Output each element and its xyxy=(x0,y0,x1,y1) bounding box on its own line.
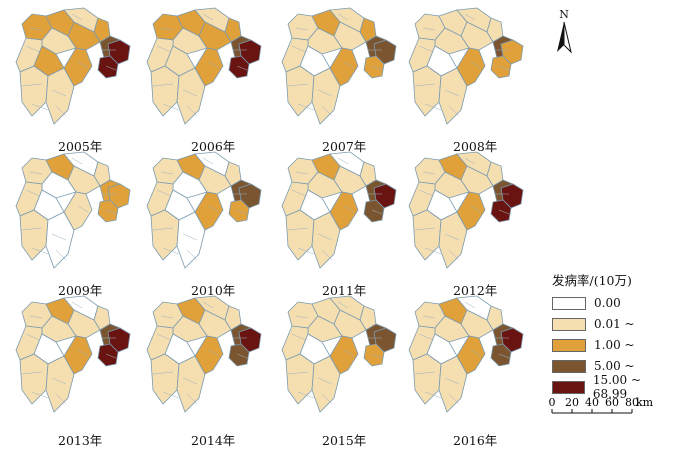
region-south-east xyxy=(63,47,93,87)
legend-label: 5.00 ~ xyxy=(594,359,635,373)
region-south-east xyxy=(329,335,359,375)
year-label: 2006年 xyxy=(191,139,236,154)
scale-tick-label: 60 xyxy=(605,396,619,409)
year-label: 2005年 xyxy=(58,139,103,154)
map-panel-2007年 xyxy=(281,7,397,125)
year-label: 2016年 xyxy=(453,433,498,448)
north-arrow-icon: N xyxy=(557,8,572,54)
scale-tick-label: 20 xyxy=(565,396,579,409)
legend-item: 15.00 ~ 68.99 xyxy=(552,373,676,401)
legend-swatch xyxy=(552,317,586,331)
legend-label: 0.00 xyxy=(594,296,621,310)
legend-item: 1.00 ~ xyxy=(552,336,676,354)
map-panel-2006年 xyxy=(146,7,262,125)
region-south-east xyxy=(329,191,359,231)
legend-swatch xyxy=(552,359,586,373)
region-south-east xyxy=(194,47,224,87)
region-south-east xyxy=(63,335,93,375)
legend-swatch xyxy=(552,380,585,394)
map-panel-2012年 xyxy=(408,151,524,269)
region-south-east xyxy=(194,191,224,231)
legend-label: 15.00 ~ 68.99 xyxy=(592,373,642,401)
legend-label: 1.00 ~ xyxy=(594,338,635,352)
north-label: N xyxy=(559,8,569,21)
year-label: 2009年 xyxy=(58,283,103,298)
scale-tick-label: 0 xyxy=(549,396,556,409)
legend-swatch xyxy=(552,338,586,352)
region-south-east xyxy=(329,47,359,87)
legend-title: 发病率/(10万) xyxy=(552,273,632,288)
region-south-east xyxy=(456,335,486,375)
year-label: 2012年 xyxy=(453,283,498,298)
scale-unit: km xyxy=(636,396,654,409)
year-label: 2007年 xyxy=(322,139,367,154)
year-label: 2015年 xyxy=(322,433,367,448)
scale-tick-label: 80 xyxy=(625,396,639,409)
region-south-east xyxy=(194,335,224,375)
scale-tick-label: 40 xyxy=(585,396,599,409)
map-panel-2010年 xyxy=(146,151,262,269)
year-label: 2008年 xyxy=(453,139,498,154)
legend-item: 0.01 ~ xyxy=(552,315,676,333)
region-south-east xyxy=(63,191,93,231)
map-panel-2016年 xyxy=(408,295,524,413)
map-panel-2005年 xyxy=(15,7,131,125)
legend-item: 0.00 xyxy=(552,294,676,312)
map-panel-2009年 xyxy=(15,151,131,269)
region-south-east xyxy=(456,47,486,87)
legend: 发病率/(10万) 0.00 0.01 ~ 1.00 ~ 5.00 ~15.00 ~ … xyxy=(552,270,676,401)
region-south-east xyxy=(456,191,486,231)
map-panel-2008年 xyxy=(408,7,524,125)
year-label: 2014年 xyxy=(191,433,236,448)
year-label: 2013年 xyxy=(58,433,103,448)
map-panel-2011年 xyxy=(281,151,397,269)
year-label: 2011年 xyxy=(322,283,367,298)
map-panel-2015年 xyxy=(281,295,397,413)
legend-label: 0.01 ~ xyxy=(594,317,635,331)
map-panel-2013年 xyxy=(15,295,131,413)
year-label: 2010年 xyxy=(191,283,236,298)
legend-swatch xyxy=(552,296,586,310)
map-panel-2014年 xyxy=(146,295,262,413)
legend-item: 5.00 ~ xyxy=(552,357,676,375)
